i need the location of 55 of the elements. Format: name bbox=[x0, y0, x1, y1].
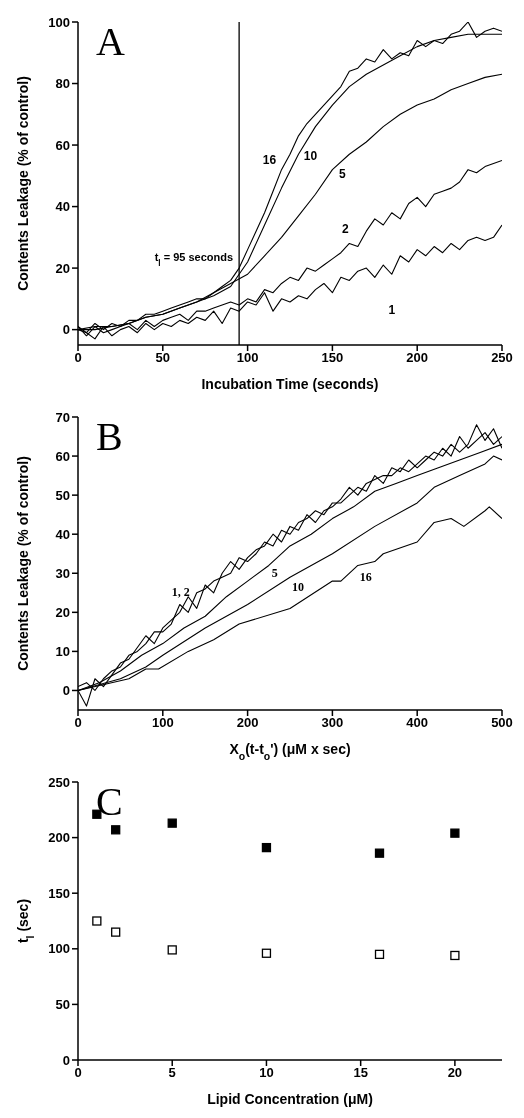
x-tick-label: 50 bbox=[155, 350, 171, 366]
x-tick-label: 250 bbox=[491, 350, 513, 366]
ref-line-label: t$_{l}$ = 95 seconds bbox=[154, 251, 234, 268]
y-tick-label: 30 bbox=[55, 565, 70, 581]
y-tick-label: 70 bbox=[55, 409, 70, 425]
x-tick-label: 500 bbox=[491, 715, 513, 731]
x-tick-label: 200 bbox=[406, 350, 429, 366]
x-tick-label: 150 bbox=[321, 350, 344, 366]
x-tick-label: 100 bbox=[236, 350, 259, 366]
y-axis-title: Contents Leakage (% of control) bbox=[15, 76, 31, 291]
x-tick-label: 200 bbox=[236, 715, 259, 731]
series-label: 16 bbox=[262, 152, 277, 167]
text: 1 bbox=[388, 303, 396, 318]
series-label: 10 bbox=[292, 580, 304, 595]
chart-title: C bbox=[96, 779, 123, 824]
y-tick-label: 0 bbox=[62, 322, 70, 338]
x-tick-label: 20 bbox=[447, 1065, 463, 1081]
y-tick-label: 80 bbox=[55, 76, 70, 92]
y-tick-label: 40 bbox=[55, 526, 70, 542]
chart-title: A bbox=[96, 19, 125, 64]
x-tick-label: 5 bbox=[168, 1065, 176, 1081]
series-label: 5 bbox=[271, 566, 278, 581]
y-tick-label: 20 bbox=[55, 260, 70, 276]
y-tick-label: 100 bbox=[48, 941, 70, 957]
x-axis-title: Incubation Time (seconds) bbox=[201, 376, 379, 392]
x-tick-label: 15 bbox=[353, 1065, 368, 1081]
y-tick-label: 250 bbox=[48, 774, 70, 790]
x-tick-label: 400 bbox=[406, 715, 429, 731]
y-tick-label: 100 bbox=[48, 14, 70, 30]
y-tick-label: 0 bbox=[62, 683, 70, 699]
series-label: 10 bbox=[303, 149, 318, 164]
x-tick-label: 0 bbox=[74, 1065, 82, 1081]
series-label: 1, 2 bbox=[171, 585, 190, 600]
y-tick-label: 150 bbox=[48, 885, 70, 901]
series-label: 2 bbox=[342, 222, 350, 237]
y-tick-label: 60 bbox=[55, 448, 70, 464]
y-tick-label: 0 bbox=[62, 1052, 70, 1068]
y-tick-label: 200 bbox=[48, 830, 70, 846]
y-tick-label: 20 bbox=[55, 604, 70, 620]
x-tick-label: 100 bbox=[151, 715, 174, 731]
y-tick-label: 10 bbox=[55, 644, 70, 660]
x-tick-label: 0 bbox=[74, 350, 82, 366]
x-tick-label: 10 bbox=[259, 1065, 274, 1081]
chart-title: B bbox=[96, 414, 123, 459]
y-axis-title: Contents Leakage (% of control) bbox=[15, 456, 31, 671]
series-label: 5 bbox=[339, 166, 347, 181]
x-axis-title: Lipid Concentration (μM) bbox=[207, 1091, 373, 1107]
x-tick-label: 0 bbox=[74, 715, 82, 731]
series-label: 16 bbox=[359, 570, 372, 585]
y-tick-label: 40 bbox=[55, 199, 70, 215]
x-axis-title: X$_{o}$(t-t$_{o}$') (μM x sec) bbox=[229, 741, 351, 762]
x-tick-label: 300 bbox=[321, 715, 344, 731]
y-tick-label: 50 bbox=[55, 487, 70, 503]
y-tick-label: 60 bbox=[55, 137, 70, 153]
y-tick-label: 50 bbox=[55, 997, 70, 1013]
